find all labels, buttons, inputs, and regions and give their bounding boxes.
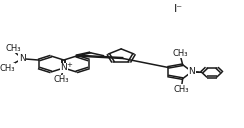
Text: N: N <box>189 67 195 76</box>
Text: CH₃: CH₃ <box>5 44 21 53</box>
Text: I⁻: I⁻ <box>174 4 183 14</box>
Text: CH₃: CH₃ <box>174 85 189 94</box>
Text: CH₃: CH₃ <box>0 64 15 73</box>
Text: CH₃: CH₃ <box>173 49 188 58</box>
Text: N: N <box>61 63 67 72</box>
Text: CH₃: CH₃ <box>53 75 69 84</box>
Text: +: + <box>66 62 72 68</box>
Text: N: N <box>19 54 26 63</box>
